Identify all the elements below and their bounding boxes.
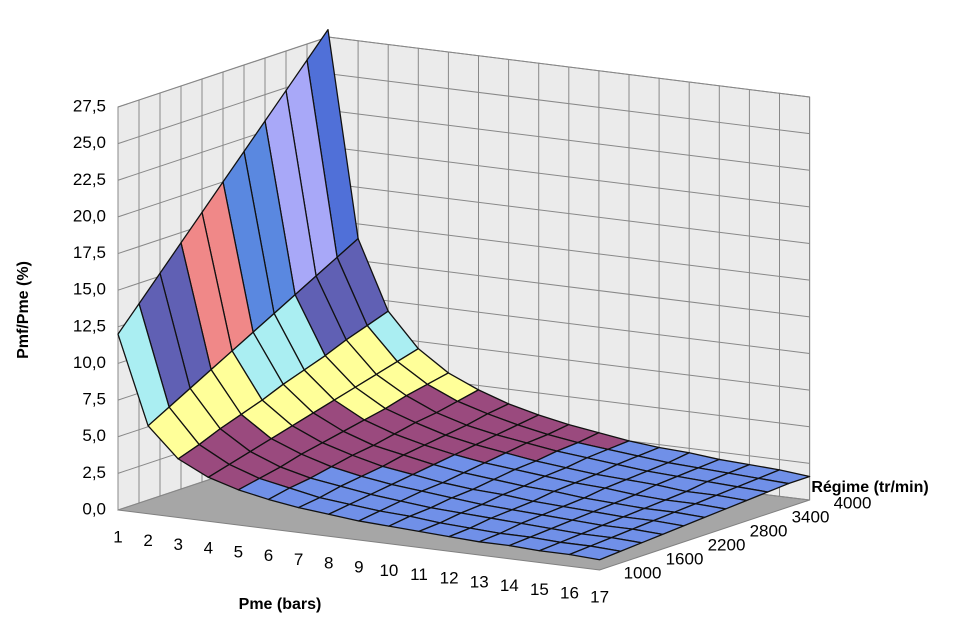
x-tick-label: 10 (379, 561, 398, 580)
z-tick-label: 17,5 (73, 243, 106, 262)
z-tick-label: 7,5 (82, 390, 106, 409)
x-tick-label: 15 (530, 580, 549, 599)
surface-cell (568, 545, 622, 561)
y-tick-label: 3400 (792, 507, 830, 526)
x-tick-label: 14 (500, 576, 519, 595)
y-tick-label: 1000 (624, 563, 662, 582)
x-tick-label: 8 (324, 554, 333, 573)
y-axis-title: Régime (tr/min) (811, 479, 928, 496)
x-tick-label: 2 (143, 531, 152, 550)
x-tick-label: 6 (264, 546, 273, 565)
x-tick-label: 5 (234, 542, 243, 561)
z-tick-label: 15,0 (73, 280, 106, 299)
z-tick-label: 10,0 (73, 353, 106, 372)
z-tick-label: 0,0 (82, 499, 106, 518)
x-tick-label: 11 (410, 565, 428, 584)
x-tick-label: 9 (354, 557, 363, 576)
x-tick-label: 7 (294, 550, 303, 569)
z-tick-label: 12,5 (73, 316, 106, 335)
z-axis-title: Pmf/Pme (%) (15, 261, 32, 359)
y-tick-label: 2200 (708, 535, 746, 554)
x-tick-label: 17 (590, 587, 609, 606)
x-tick-label: 4 (204, 539, 213, 558)
y-tick-label: 1600 (666, 549, 704, 568)
z-tick-label: 5,0 (82, 426, 106, 445)
y-tick-label: 4000 (834, 493, 872, 512)
z-tick-label: 22,5 (73, 170, 106, 189)
x-tick-label: 13 (470, 572, 489, 591)
x-tick-label: 1 (113, 527, 122, 546)
x-axis-title: Pme (bars) (239, 596, 322, 613)
z-tick-label: 2,5 (82, 463, 106, 482)
z-tick-label: 20,0 (73, 206, 106, 225)
x-tick-label: 16 (560, 584, 579, 603)
x-tick-label: 12 (440, 569, 459, 588)
z-tick-label: 27,5 (73, 96, 106, 115)
y-tick-label: 2800 (750, 521, 788, 540)
z-tick-label: 25,0 (73, 133, 106, 152)
x-tick-label: 3 (173, 535, 182, 554)
